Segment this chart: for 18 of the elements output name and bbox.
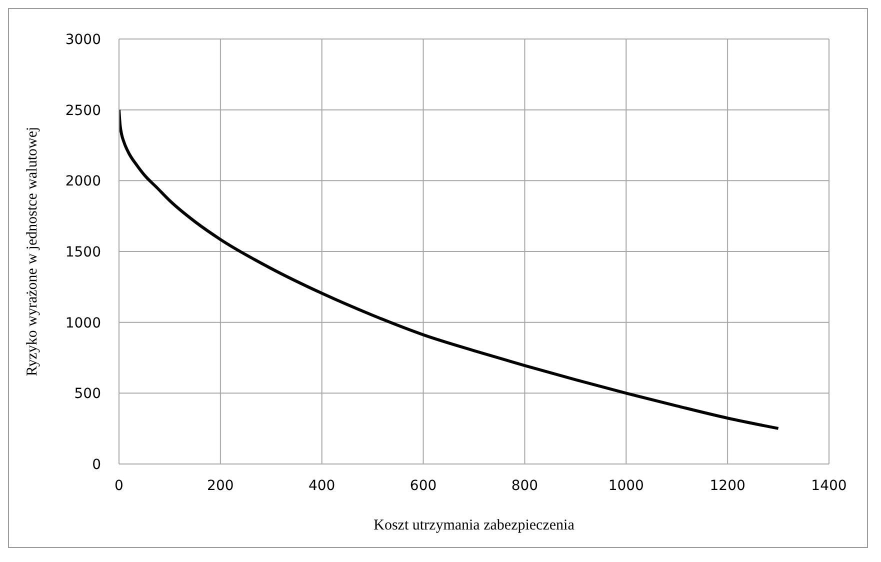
y-tick-label: 2000 — [65, 174, 101, 190]
y-tick-label: 500 — [74, 386, 101, 402]
x-axis-title: Koszt utrzymania zabezpieczenia — [374, 518, 575, 534]
x-tick-label: 1000 — [608, 478, 644, 494]
x-tick-label: 800 — [511, 478, 538, 494]
y-axis-title: Ryzyko wyrażone w jednostce walutowej — [24, 126, 40, 376]
x-tick-label: 200 — [207, 478, 234, 494]
x-tick-label: 1400 — [811, 478, 847, 494]
y-tick-label: 1000 — [65, 315, 101, 332]
y-tick-label: 1500 — [65, 244, 101, 260]
y-tick-label: 2500 — [65, 102, 101, 119]
x-tick-label: 1200 — [710, 478, 746, 494]
x-tick-label: 400 — [308, 478, 336, 494]
x-tick-label: 600 — [410, 478, 437, 494]
y-tick-label: 0 — [92, 456, 101, 473]
line-series — [119, 108, 780, 430]
x-tick-label: 0 — [114, 478, 124, 494]
y-tick-label: 3000 — [65, 32, 101, 48]
